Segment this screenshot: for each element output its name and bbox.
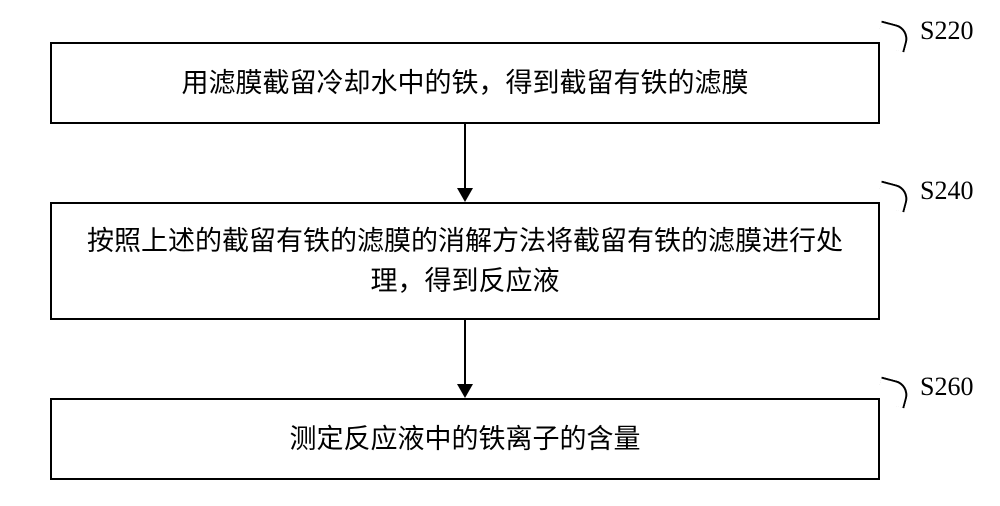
arrow-line-2 [464, 320, 466, 384]
arrow-head-1 [457, 188, 473, 202]
step-box-s220: 用滤膜截留冷却水中的铁，得到截留有铁的滤膜 [50, 42, 880, 124]
step-text-s220: 用滤膜截留冷却水中的铁，得到截留有铁的滤膜 [182, 63, 749, 104]
step-box-s240: 按照上述的截留有铁的滤膜的消解方法将截留有铁的滤膜进行处理，得到反应液 [50, 202, 880, 320]
arrow-head-2 [457, 384, 473, 398]
label-connector-s220 [875, 21, 910, 53]
step-box-s260: 测定反应液中的铁离子的含量 [50, 398, 880, 480]
label-connector-s240 [875, 181, 910, 213]
flowchart-container: 用滤膜截留冷却水中的铁，得到截留有铁的滤膜 S220 按照上述的截留有铁的滤膜的… [0, 0, 1000, 506]
step-label-s220: S220 [920, 16, 973, 46]
step-text-s260: 测定反应液中的铁离子的含量 [290, 419, 641, 460]
arrow-line-1 [464, 124, 466, 188]
step-label-s260: S260 [920, 372, 973, 402]
step-text-s240: 按照上述的截留有铁的滤膜的消解方法将截留有铁的滤膜进行处理，得到反应液 [72, 221, 858, 302]
step-label-s240: S240 [920, 176, 973, 206]
label-connector-s260 [875, 377, 910, 409]
